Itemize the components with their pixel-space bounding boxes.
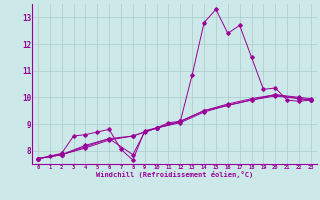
X-axis label: Windchill (Refroidissement éolien,°C): Windchill (Refroidissement éolien,°C) bbox=[96, 171, 253, 178]
